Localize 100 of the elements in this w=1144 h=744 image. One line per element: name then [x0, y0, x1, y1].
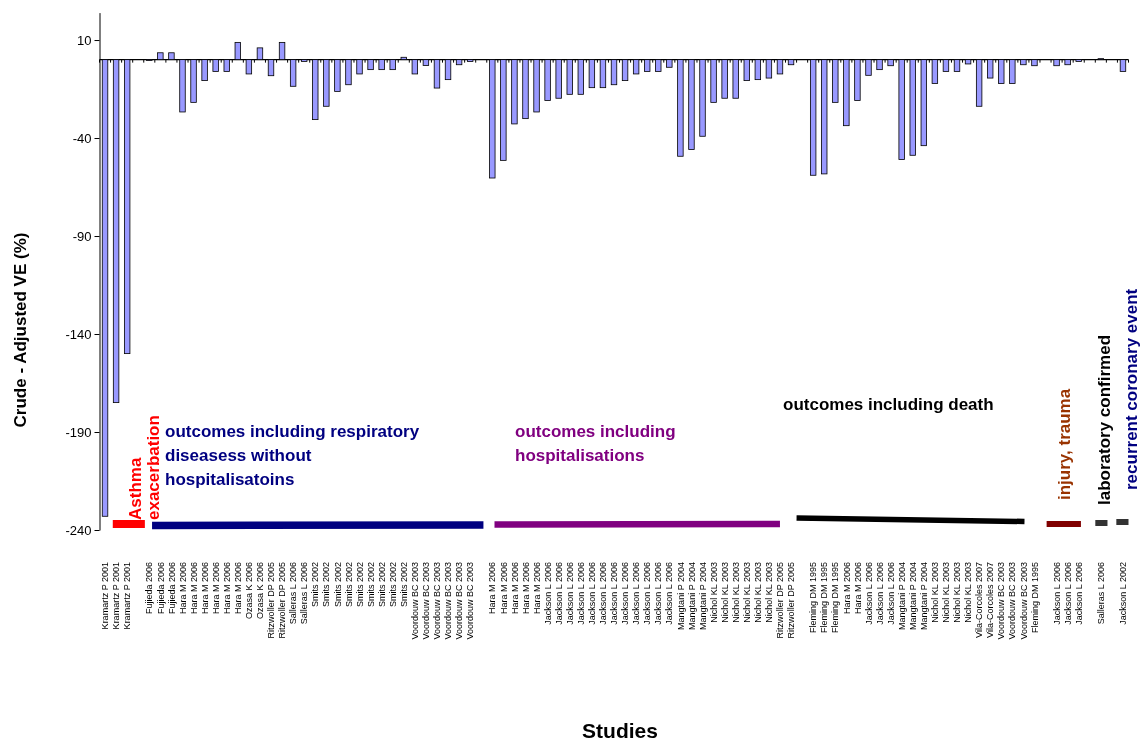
x-tick-label: Hara M 2006	[520, 562, 531, 615]
x-tick-label: Jackson L 2002	[1118, 562, 1129, 625]
x-tick-label: Fleming DM 1995	[830, 562, 841, 634]
x-tick-label: Jackson L 2006	[575, 562, 586, 625]
x-tick-label: Hara M 2006	[188, 562, 199, 615]
y-tick-label: -240	[65, 522, 92, 538]
x-tick-label: Jackson L 2006	[653, 562, 664, 625]
x-tick-label: Kramartz P 2001	[111, 562, 122, 630]
x-tick-label: Kramartz P 2001	[100, 562, 111, 630]
annotation: outcomes including death	[783, 395, 994, 414]
x-tick-label: Mangtani P 2004	[675, 562, 686, 630]
x-tick-label: Voordouw BC 2003	[409, 562, 420, 640]
x-tick-label: Voordouw BC 2003	[1007, 562, 1018, 640]
x-tick-label: Ozasa K 2006	[255, 562, 266, 620]
x-tick-label: Nichol KL 2003	[708, 562, 719, 623]
x-tick-label: Voordouw BC 2003	[996, 562, 1007, 640]
x-tick-label: Jackson L 2006	[1073, 562, 1084, 625]
x-tick-label: Hara M 2006	[177, 562, 188, 615]
x-tick-label: Hara M 2006	[221, 562, 232, 615]
x-tick-label: Nichol KL 2003	[764, 562, 775, 623]
x-tick-label: Jackson L 2006	[553, 562, 564, 625]
x-tick-label: Fujieda 2006	[144, 562, 155, 615]
x-tick-label: Ozasa K 2006	[244, 562, 255, 620]
annotation: laboratory confirmed	[1095, 334, 1114, 505]
x-tick-label: Jackson L 2006	[609, 562, 620, 625]
x-tick-label: Smits 2002	[332, 562, 343, 608]
x-tick-label: Mangtani P 2004	[697, 562, 708, 630]
x-tick-label: Hara M 2006	[509, 562, 520, 615]
x-tick-label: Jackson L 2006	[587, 562, 598, 625]
x-tick-label: Vila-Corcoles 2007	[974, 562, 985, 638]
x-tick-label: Hara M 2006	[199, 562, 210, 615]
x-tick-label: Hara M 2006	[487, 562, 498, 615]
x-tick-label: Jackson L 2006	[542, 562, 553, 625]
x-tick-label: Jackson L 2006	[631, 562, 642, 625]
y-tick-label: -40	[72, 130, 92, 146]
x-tick-label: Smits 2002	[387, 562, 398, 608]
x-tick-label: Salleras L 2006	[299, 562, 310, 625]
x-tick-label: Salleras L 2006	[288, 562, 299, 625]
x-tick-label: Smits 2002	[343, 562, 354, 608]
x-tick-label: Smits 2002	[398, 562, 409, 608]
x-tick-label: Nichol KL 2003	[752, 562, 763, 623]
x-tick-label: Voordouw BC 2003	[421, 562, 432, 640]
x-tick-label: Hara M 2006	[498, 562, 509, 615]
y-tick-label: 10	[77, 32, 92, 48]
x-tick-label: Jackson L 2006	[1062, 562, 1073, 625]
y-tick-label: -190	[65, 424, 92, 440]
x-tick-label: Jackson L 2006	[564, 562, 575, 625]
x-tick-label: Fleming DM 1995	[1029, 562, 1040, 634]
x-tick-label: Jackson L 2006	[885, 562, 896, 625]
x-tick-label: Jackson L 2006	[598, 562, 609, 625]
y-tick-label: -140	[65, 326, 92, 342]
x-tick-label: Ritzwoller DP 2005	[775, 562, 786, 639]
x-tick-label: Nichol KL 2003	[952, 562, 963, 623]
x-tick-label: Fleming DM 1995	[808, 562, 819, 634]
x-tick-label: Fleming DM 1995	[819, 562, 830, 634]
x-tick-label: Nichol KL 2003	[741, 562, 752, 623]
x-tick-label: Nichol KL 2003	[719, 562, 730, 623]
y-axis-title: Crude - Adjusted VE (%)	[11, 232, 30, 428]
x-tick-label: Smits 2002	[354, 562, 365, 608]
x-tick-label: Hara M 2006	[852, 562, 863, 615]
x-axis-title: Studies	[582, 719, 658, 742]
x-tick-label: Voordouw BC 2003	[465, 562, 476, 640]
x-tick-label: Jackson L 2006	[620, 562, 631, 625]
x-tick-label: Fujieda 2006	[155, 562, 166, 615]
x-tick-label: Ritzwoller DP 2005	[266, 562, 277, 639]
x-tick-label: Vila-Corcoles 2007	[985, 562, 996, 638]
x-tick-label: Voordouw BC 2003	[1018, 562, 1029, 640]
x-tick-label: Jackson L 2006	[863, 562, 874, 625]
x-tick-label: Fujieda 2006	[166, 562, 177, 615]
x-tick-label: Smits 2002	[310, 562, 321, 608]
annotation: outcomes including respiratory diseasess without hospitalisatoins	[165, 422, 420, 489]
x-tick-label: Smits 2002	[376, 562, 387, 608]
x-tick-label: Ritzwoller DP 2005	[277, 562, 288, 639]
x-tick-label: Mangtani P 2004	[907, 562, 918, 630]
x-tick-label: Nichol KL 2003	[930, 562, 941, 623]
x-tick-label: Voordouw BC 2003	[432, 562, 443, 640]
annotation: injury, trauma	[1055, 388, 1074, 500]
x-tick-label: Ritzwoller DP 2005	[786, 562, 797, 639]
x-tick-label: Smits 2002	[321, 562, 332, 608]
x-tick-label: Nichol KL 2003	[941, 562, 952, 623]
x-tick-label: Nichol KL 2003	[963, 562, 974, 623]
annotation: recurrent coronary event	[1122, 288, 1141, 490]
x-tick-label: Smits 2002	[365, 562, 376, 608]
x-tick-label: Mangtani P 2004	[686, 562, 697, 630]
x-tick-label: Hara M 2006	[841, 562, 852, 615]
x-tick-label: Jackson L 2006	[642, 562, 653, 625]
x-tick-label: Nichol KL 2003	[730, 562, 741, 623]
x-tick-label: Hara M 2006	[531, 562, 542, 615]
x-tick-label: Salleras L 2006	[1095, 562, 1106, 625]
x-tick-label: Jackson L 2006	[874, 562, 885, 625]
x-tick-label: Hara M 2006	[210, 562, 221, 615]
x-tick-label: Mangtani P 2004	[896, 562, 907, 630]
x-tick-label: Jackson L 2006	[1051, 562, 1062, 625]
x-tick-label: Voordouw BC 2003	[443, 562, 454, 640]
annotation: Asthma exacerbation	[126, 415, 163, 520]
x-tick-label: Mangtani P 2004	[918, 562, 929, 630]
x-tick-label: Hara M 2006	[232, 562, 243, 615]
annotation: outcomes including hospitalisations	[515, 422, 676, 465]
x-tick-label: Voordouw BC 2003	[454, 562, 465, 640]
x-tick-label: Kramartz P 2001	[122, 562, 133, 630]
